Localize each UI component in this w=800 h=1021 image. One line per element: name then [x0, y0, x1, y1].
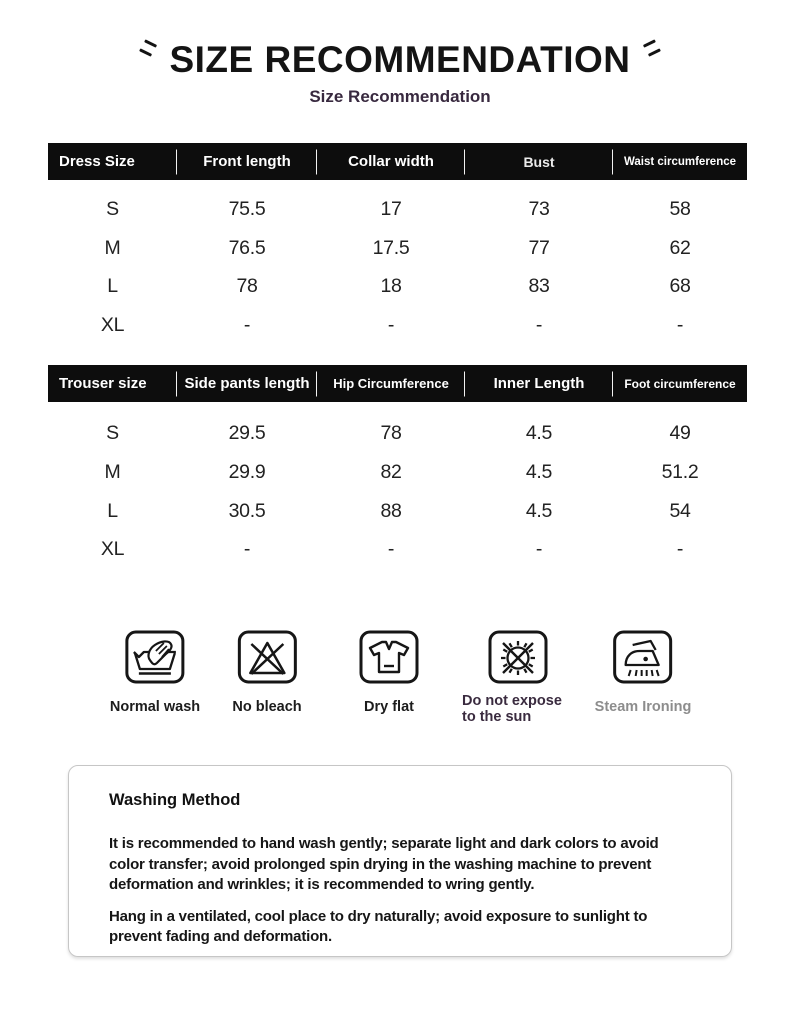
table-body: S 75.5 17 73 58 M 76.5 17.5 77 62 L 78 18 83 68 XL - - - -: [48, 190, 747, 345]
column-header: Dress Size: [48, 153, 177, 170]
table-cell: 77: [528, 236, 550, 259]
steam-iron-icon: [613, 630, 673, 684]
table-cell: 68: [669, 275, 691, 298]
column-header: Bust: [465, 154, 613, 170]
no-bleach-icon: [237, 630, 297, 684]
table-cell: -: [387, 538, 395, 561]
care-label: Do not expose to the sun: [462, 693, 562, 725]
table-cell: XL: [100, 314, 125, 337]
column-header: Front length: [177, 153, 317, 170]
column-header: Waist circumference: [623, 155, 737, 168]
table-cell: -: [535, 538, 543, 561]
size-recommendation-page: { "page": { "title": "SIZE RECOMMENDATIO…: [0, 39, 800, 1021]
care-icons-row: Normal wash No bleach Dry flat: [0, 630, 800, 730]
care-item-do-not-expose-sun: Do not expose to the sun: [462, 630, 574, 725]
table-cell: -: [243, 314, 251, 337]
table-cell: 54: [669, 499, 691, 522]
table-cell: S: [106, 422, 119, 445]
care-item-normal-wash: Normal wash: [110, 630, 200, 716]
table-cell: L: [107, 499, 118, 522]
washing-method-paragraph: Hang in a ventilated, cool place to dry …: [109, 907, 648, 946]
table-cell: 17: [380, 197, 402, 220]
table-cell: XL: [100, 538, 125, 561]
washing-method-heading: Washing Method: [109, 791, 241, 810]
column-header: Collar width: [317, 153, 465, 170]
table-cell: -: [676, 538, 684, 561]
table-row: M 76.5 17.5 77 62: [48, 229, 747, 268]
table-cell: 17.5: [372, 236, 410, 259]
table-cell: 4.5: [525, 499, 553, 522]
column-header: Foot circumference: [624, 376, 736, 391]
page-title-row: SIZE RECOMMENDATION: [0, 39, 800, 80]
table-cell: -: [676, 314, 684, 337]
table-cell: 51.2: [661, 460, 699, 483]
table-cell: M: [104, 236, 121, 259]
table-cell: 75.5: [228, 197, 266, 220]
table-cell: -: [387, 314, 395, 337]
do-not-expose-sun-icon: [488, 630, 548, 684]
table-cell: 78: [380, 422, 402, 445]
table-cell: 4.5: [525, 460, 553, 483]
column-header: Hip Circumference: [317, 376, 465, 391]
table-cell: S: [106, 197, 119, 220]
page-subtitle: Size Recommendation: [309, 87, 491, 106]
care-label: Dry flat: [364, 699, 414, 716]
table-cell: -: [243, 538, 251, 561]
table-row: L 30.5 88 4.5 54: [48, 492, 747, 531]
table-row: XL - - - -: [48, 531, 747, 570]
care-label: No bleach: [232, 699, 302, 716]
column-header: Trouser size: [48, 375, 177, 392]
column-header: Side pants length: [177, 375, 317, 392]
table-cell: 88: [380, 499, 402, 522]
care-label: Normal wash: [109, 699, 201, 716]
washing-method-box: Washing Method It is recommended to hand…: [68, 765, 732, 958]
table-cell: 29.5: [228, 422, 266, 445]
dress-size-table: Dress Size Front length Collar width Bust Wa…: [48, 143, 747, 345]
table-header-row: Dress Size Front length Collar width Bust Wa…: [48, 143, 747, 180]
care-item-steam-ironing: Steam Ironing: [594, 630, 692, 716]
table-cell: 29.9: [228, 460, 266, 483]
table-cell: 73: [528, 197, 550, 220]
care-item-dry-flat: Dry flat: [359, 630, 419, 716]
table-cell: 76.5: [228, 236, 266, 259]
title-decoration-right-icon: [640, 39, 662, 62]
table-row: M 29.9 82 4.5 51.2: [48, 453, 747, 492]
table-row: S 75.5 17 73 58: [48, 190, 747, 229]
care-label: Steam Ironing: [594, 699, 692, 716]
care-item-no-bleach: No bleach: [232, 630, 302, 716]
table-row: L 78 18 83 68: [48, 268, 747, 307]
table-cell: 18: [380, 275, 402, 298]
table-cell: 78: [236, 275, 258, 298]
table-cell: 30.5: [228, 499, 266, 522]
dry-flat-icon: [359, 630, 419, 684]
table-cell: 62: [669, 236, 691, 259]
trouser-size-table: Trouser size Side pants length Hip Circumf…: [48, 365, 747, 569]
table-row: XL - - - -: [48, 306, 747, 345]
table-cell: 82: [380, 460, 402, 483]
washing-method-paragraph: It is recommended to hand wash gently; s…: [109, 835, 659, 894]
table-row: S 29.5 78 4.5 49: [48, 414, 747, 453]
table-cell: 4.5: [525, 422, 553, 445]
table-body: S 29.5 78 4.5 49 M 29.9 82 4.5 51.2 L 30.5 88 4.5 54 XL…: [48, 414, 747, 569]
table-header-row: Trouser size Side pants length Hip Circumf…: [48, 365, 747, 403]
table-cell: M: [104, 460, 121, 483]
table-cell: -: [535, 314, 543, 337]
page-title: SIZE RECOMMENDATION: [169, 39, 631, 80]
table-cell: 49: [669, 422, 691, 445]
column-header: Inner Length: [465, 375, 613, 392]
hand-wash-icon: [125, 630, 185, 684]
table-cell: 83: [528, 275, 550, 298]
table-cell: L: [107, 275, 118, 298]
table-cell: 58: [669, 197, 691, 220]
title-decoration-left-icon: [138, 39, 160, 62]
